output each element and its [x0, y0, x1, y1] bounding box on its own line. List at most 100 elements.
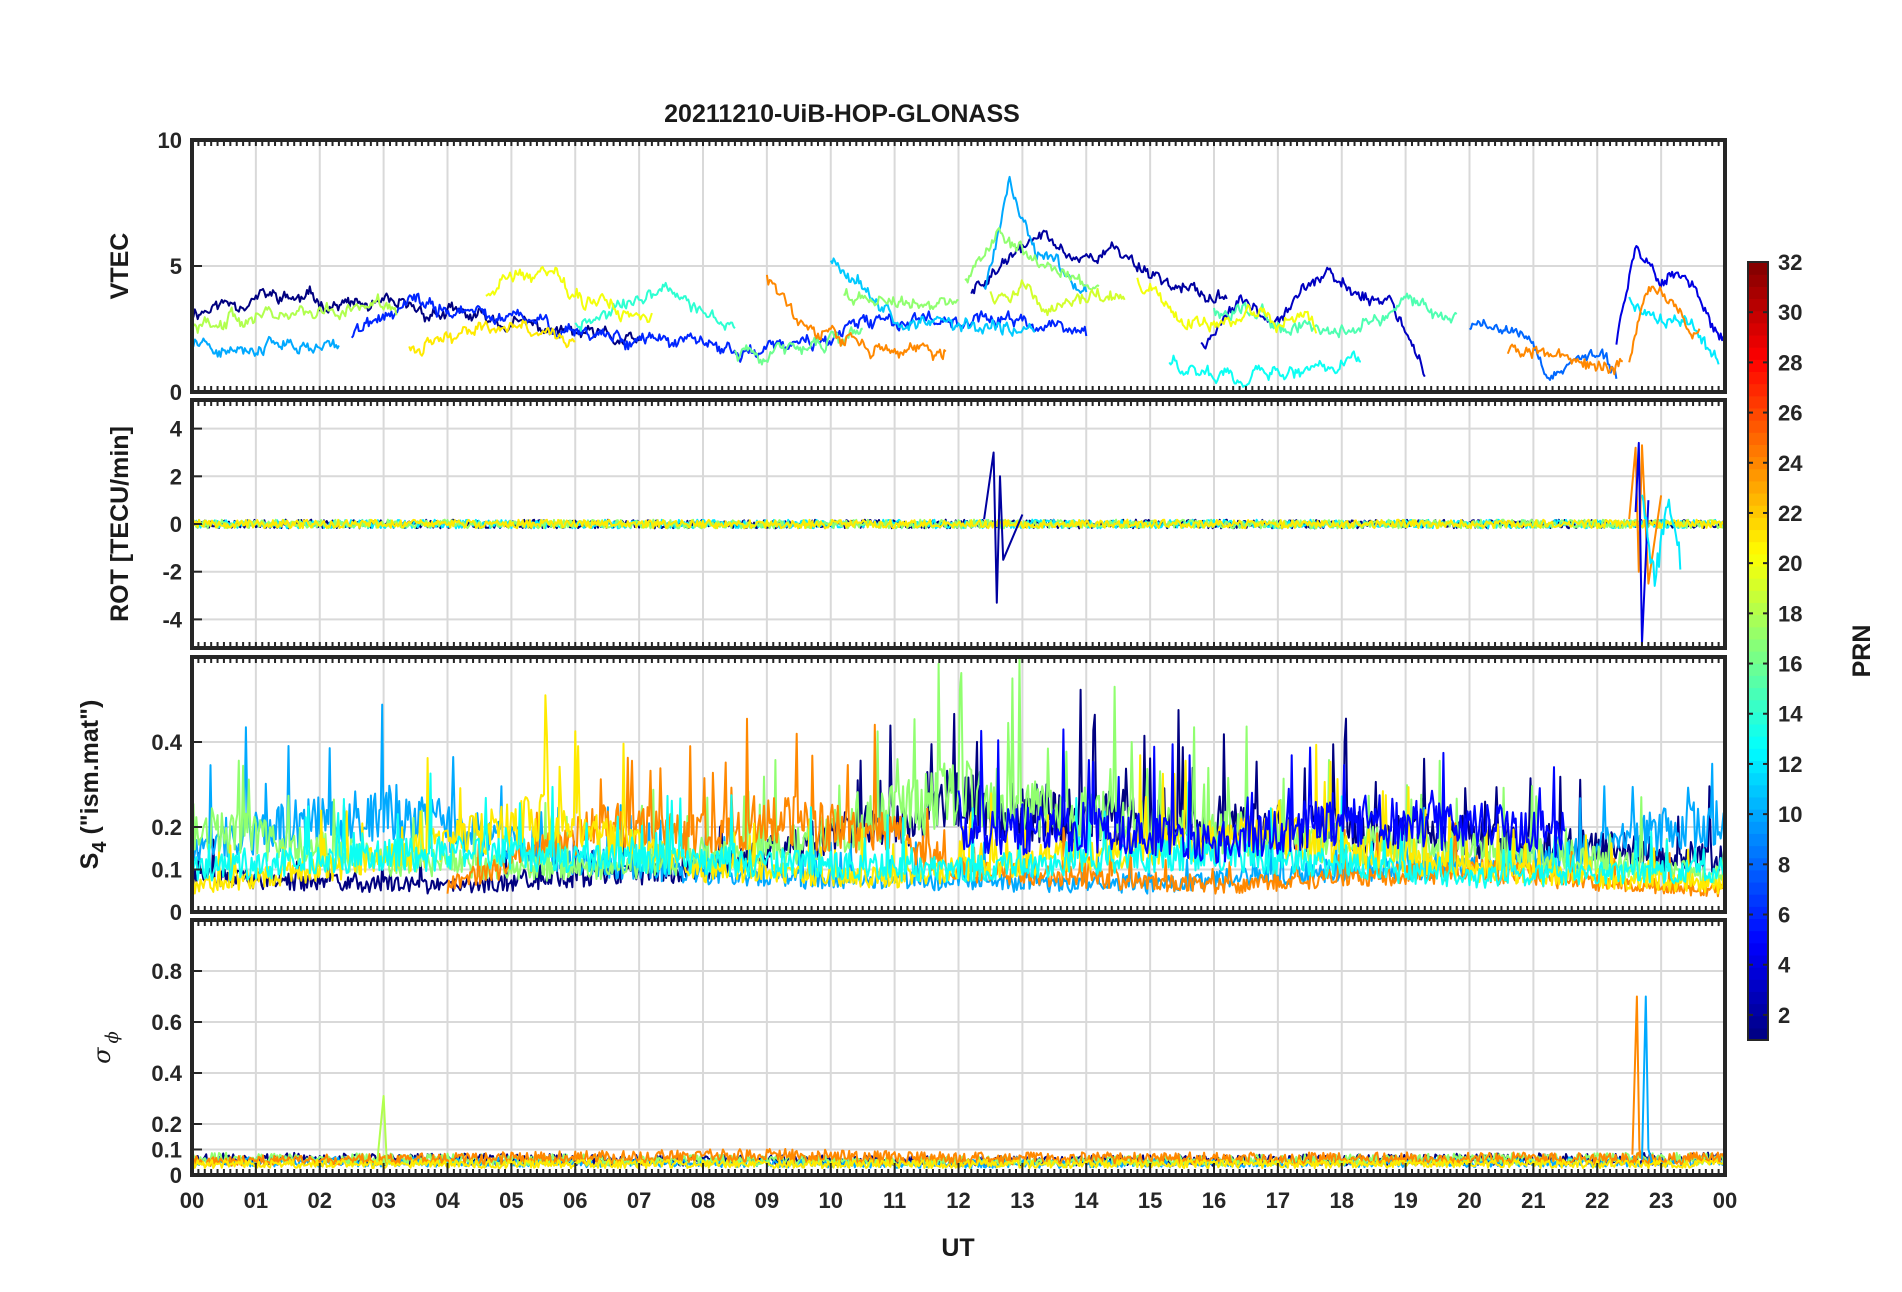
colorbar-segment [1748, 492, 1768, 506]
y-tick-label: 0.2 [151, 815, 182, 840]
colorbar-tick-label: 2 [1778, 1003, 1790, 1028]
colorbar-segment [1748, 845, 1768, 859]
colorbar-segment [1748, 638, 1768, 652]
colorbar-segment [1748, 334, 1768, 348]
x-tick-label: 12 [946, 1188, 970, 1213]
x-tick-label: 00 [1713, 1188, 1737, 1213]
panel-sigma-phi: 00.10.2 0.4 0.6 0.8 σϕ [88, 918, 1727, 1188]
colorbar-segment [1748, 407, 1768, 421]
series-line-prn-19 [989, 279, 1126, 317]
x-tick-label: 14 [1074, 1188, 1099, 1213]
grid [192, 920, 1725, 1176]
x-tick-label: 02 [308, 1188, 332, 1213]
x-tick-label: 00 [180, 1188, 204, 1213]
series-line-prn-13 [192, 772, 1725, 889]
x-tick-label: 04 [435, 1188, 460, 1213]
series-line-prn-10 [1641, 995, 1654, 1163]
colorbar-tick-label: 14 [1778, 702, 1803, 727]
colorbar-segment [1748, 456, 1768, 470]
colorbar-tick-label: 8 [1778, 852, 1790, 877]
colorbar-segment [1748, 359, 1768, 373]
colorbar-segment [1748, 565, 1768, 579]
colorbar-segment [1748, 1027, 1768, 1041]
colorbar-segment [1748, 809, 1768, 822]
colorbar-segment [1748, 651, 1768, 664]
y-tick-label: 0 [170, 512, 182, 537]
colorbar-segment [1748, 675, 1768, 689]
series-line-prn-12 [1628, 296, 1720, 365]
x-tick-label: 11 [883, 1188, 906, 1213]
colorbar-segment [1748, 784, 1768, 798]
colorbar-segment [1748, 578, 1768, 591]
colorbar-frame [1747, 261, 1769, 1041]
y-tick-label: 2 [170, 464, 182, 489]
panel-s4: 0 0.1 0.2 0.4 S4 ("ism.mat") [76, 655, 1727, 925]
x-tick-label: 13 [1010, 1188, 1034, 1213]
colorbar-segment [1748, 1015, 1768, 1029]
y-tick-label: 10 [158, 128, 182, 153]
x-tick-label: 09 [755, 1188, 779, 1213]
colorbar-segment [1748, 529, 1768, 543]
x-tick-label: 20 [1457, 1188, 1481, 1213]
y-tick-label: 0 [170, 900, 182, 925]
series-line-prn-12 [1641, 494, 1682, 587]
series-line-prn-14 [574, 281, 736, 332]
y-tick-label: 0.4 [151, 1061, 182, 1086]
colorbar-segment [1748, 687, 1768, 701]
series-line-prn-4 [1634, 441, 1650, 645]
colorbar-tick-label: 22 [1778, 501, 1802, 526]
chart-title: 20211210-UiB-HOP-GLONASS [664, 100, 1020, 128]
colorbar-segment [1748, 857, 1768, 871]
colorbar-segment [1748, 602, 1768, 616]
series-group [192, 657, 1725, 898]
colorbar-segment [1748, 274, 1768, 287]
y-tick-label: 5 [170, 254, 182, 279]
colorbar-segment [1748, 821, 1768, 834]
colorbar-segment [1748, 991, 1768, 1005]
y-tick-label: 0.2 [151, 1112, 182, 1137]
colorbar-segment [1748, 954, 1768, 968]
colorbar-segment [1748, 395, 1768, 409]
colorbar-segment [1748, 468, 1768, 482]
minor-ticks [197, 400, 1720, 648]
series-line-prn-24 [1628, 285, 1701, 363]
x-tick-label: 22 [1585, 1188, 1609, 1213]
x-axis-label: UT [941, 1234, 974, 1262]
colorbar-segment [1748, 262, 1768, 275]
colorbar-segment [1748, 723, 1768, 737]
colorbar-segment [1748, 869, 1768, 883]
y-tick-label: 4 [170, 417, 183, 442]
y-axis-label: σϕ [88, 1031, 123, 1064]
colorbar-segment [1748, 796, 1768, 810]
y-tick-label: 0 [170, 1163, 182, 1188]
colorbar-segment [1748, 881, 1768, 895]
colorbar-segment [1748, 590, 1768, 603]
panel-vtec: 0 5 10 VTEC [106, 128, 1727, 405]
colorbar-segment [1748, 517, 1768, 531]
colorbar-tick-label: 30 [1778, 300, 1802, 325]
y-tick-label: 0.8 [151, 959, 182, 984]
colorbar-segment [1748, 1003, 1768, 1017]
colorbar-segment [1748, 286, 1768, 300]
colorbar-tick-label: 4 [1778, 953, 1791, 978]
colorbar-segment [1748, 967, 1768, 980]
x-tick-label: 17 [1266, 1188, 1290, 1213]
colorbar-segment [1748, 918, 1768, 932]
colorbar-tick-label: 10 [1778, 802, 1802, 827]
series-line-prn-20 [485, 265, 653, 323]
colorbar-tick-label: 6 [1778, 903, 1790, 928]
series-line-prn-18 [192, 293, 398, 334]
y-tick-label: 0.1 [151, 858, 182, 883]
x-tick-label: 01 [244, 1188, 268, 1213]
colorbar-segment [1748, 614, 1768, 628]
colorbar-segment [1748, 480, 1768, 494]
series-line-prn-5 [957, 728, 1566, 864]
series-line-prn-20 [1136, 277, 1318, 334]
series-line-prn-18 [376, 1095, 388, 1163]
y-tick-label: 0.4 [151, 730, 182, 755]
y-tick-label: -4 [162, 607, 182, 632]
y-axis-label: VTEC [106, 233, 134, 300]
colorbar-segment [1748, 541, 1768, 555]
